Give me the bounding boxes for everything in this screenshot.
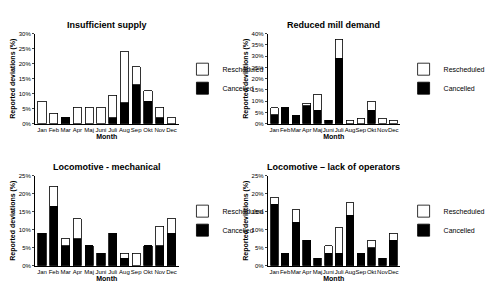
svg-text:10%: 10% — [19, 227, 32, 233]
svg-text:Cancelled: Cancelled — [222, 227, 253, 234]
svg-text:15%: 15% — [19, 76, 32, 82]
svg-text:15%: 15% — [19, 209, 32, 215]
svg-text:Dec: Dec — [388, 269, 399, 275]
svg-text:Okt: Okt — [367, 269, 377, 275]
svg-text:Juni: Juni — [95, 127, 106, 133]
svg-text:Maj: Maj — [84, 269, 94, 275]
svg-text:0%: 0% — [22, 263, 31, 269]
svg-text:20%: 20% — [19, 61, 32, 67]
svg-text:Cancelled: Cancelled — [222, 85, 253, 92]
svg-text:Feb: Feb — [280, 127, 291, 133]
svg-text:Feb: Feb — [280, 269, 291, 275]
svg-text:Rescheduled: Rescheduled — [444, 208, 485, 215]
svg-text:Dec: Dec — [166, 127, 177, 133]
svg-text:40%: 40% — [252, 31, 265, 37]
svg-text:Cancelled: Cancelled — [444, 85, 475, 92]
svg-text:Mar: Mar — [60, 127, 70, 133]
svg-text:Dec: Dec — [166, 269, 177, 275]
svg-text:Aug: Aug — [345, 127, 356, 133]
svg-text:Month: Month — [323, 275, 344, 282]
svg-text:5%: 5% — [255, 110, 264, 116]
svg-text:20%: 20% — [252, 191, 265, 197]
svg-text:Reduced mill demand: Reduced mill demand — [287, 20, 380, 30]
svg-text:Okt: Okt — [143, 127, 153, 133]
svg-text:Maj: Maj — [313, 127, 323, 133]
svg-text:Rescheduled: Rescheduled — [222, 66, 263, 73]
svg-text:25%: 25% — [19, 46, 32, 52]
svg-text:10%: 10% — [251, 226, 264, 233]
svg-text:Juni: Juni — [323, 269, 334, 275]
svg-text:Locomotive – lack of operators: Locomotive – lack of operators — [267, 162, 400, 172]
svg-text:Feb: Feb — [49, 127, 60, 133]
svg-text:Jan: Jan — [37, 269, 47, 275]
svg-text:Apr: Apr — [302, 269, 311, 275]
svg-text:Jan: Jan — [269, 269, 279, 275]
svg-text:Okt: Okt — [143, 269, 153, 275]
svg-text:Apr: Apr — [73, 269, 82, 275]
svg-text:25%: 25% — [19, 173, 32, 179]
svg-text:Okt: Okt — [367, 127, 377, 133]
svg-text:5%: 5% — [22, 245, 31, 251]
svg-text:Nov: Nov — [154, 127, 165, 133]
svg-text:30%: 30% — [252, 53, 265, 59]
svg-text:0%: 0% — [255, 263, 264, 269]
svg-text:Reported deviations (%): Reported deviations (%) — [242, 39, 250, 119]
svg-text:Maj: Maj — [84, 127, 94, 133]
svg-text:Rescheduled: Rescheduled — [444, 66, 485, 73]
svg-text:Apr: Apr — [302, 127, 311, 133]
svg-text:15%: 15% — [251, 87, 264, 94]
svg-text:Feb: Feb — [49, 269, 60, 275]
svg-text:Mar: Mar — [291, 127, 301, 133]
svg-text:Sep: Sep — [355, 127, 366, 133]
svg-text:Jan: Jan — [37, 127, 47, 133]
svg-text:Insufficient supply: Insufficient supply — [67, 20, 147, 30]
svg-text:35%: 35% — [252, 42, 265, 48]
svg-text:Dec: Dec — [388, 127, 399, 133]
svg-text:Mar: Mar — [291, 269, 301, 275]
svg-text:Sep: Sep — [355, 269, 366, 275]
svg-text:5%: 5% — [22, 106, 31, 112]
svg-text:Reported deviations (%): Reported deviations (%) — [242, 181, 250, 261]
svg-text:Juli: Juli — [335, 127, 344, 133]
svg-text:5%: 5% — [255, 245, 264, 251]
svg-text:Reported deviations (%): Reported deviations (%) — [9, 39, 17, 119]
svg-text:25%: 25% — [252, 173, 265, 179]
svg-text:Jan: Jan — [269, 127, 279, 133]
svg-text:Month: Month — [96, 275, 117, 282]
svg-text:Cancelled: Cancelled — [444, 227, 475, 234]
svg-text:Sep: Sep — [131, 127, 142, 133]
svg-text:Nov: Nov — [377, 269, 388, 275]
svg-text:10%: 10% — [19, 91, 32, 97]
svg-text:Apr: Apr — [73, 127, 82, 133]
svg-text:Locomotive - mechanical: Locomotive - mechanical — [53, 162, 161, 172]
svg-text:Aug: Aug — [119, 127, 130, 133]
svg-text:30%: 30% — [19, 31, 32, 37]
svg-text:Aug: Aug — [119, 269, 130, 275]
svg-text:Juli: Juli — [335, 269, 344, 275]
svg-text:Aug: Aug — [345, 269, 356, 275]
svg-text:Sep: Sep — [131, 269, 142, 275]
svg-text:Juni: Juni — [323, 127, 334, 133]
svg-text:Rescheduled: Rescheduled — [222, 208, 263, 215]
svg-text:Nov: Nov — [377, 127, 388, 133]
svg-text:Month: Month — [96, 133, 117, 140]
svg-text:10%: 10% — [252, 98, 265, 104]
svg-text:Month: Month — [323, 133, 344, 140]
svg-text:20%: 20% — [19, 191, 32, 197]
svg-text:0%: 0% — [22, 121, 31, 127]
svg-text:Nov: Nov — [154, 269, 165, 275]
svg-text:Reported deviations (%): Reported deviations (%) — [9, 181, 17, 261]
svg-text:Juni: Juni — [95, 269, 106, 275]
svg-text:20%: 20% — [252, 76, 265, 82]
svg-text:Maj: Maj — [313, 269, 323, 275]
svg-text:Mar: Mar — [60, 269, 70, 275]
svg-text:0%: 0% — [255, 121, 264, 127]
svg-text:Juli: Juli — [108, 269, 117, 275]
svg-text:Juli: Juli — [108, 127, 117, 133]
